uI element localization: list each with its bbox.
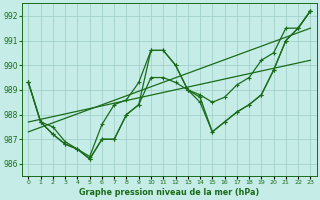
X-axis label: Graphe pression niveau de la mer (hPa): Graphe pression niveau de la mer (hPa)	[79, 188, 260, 197]
